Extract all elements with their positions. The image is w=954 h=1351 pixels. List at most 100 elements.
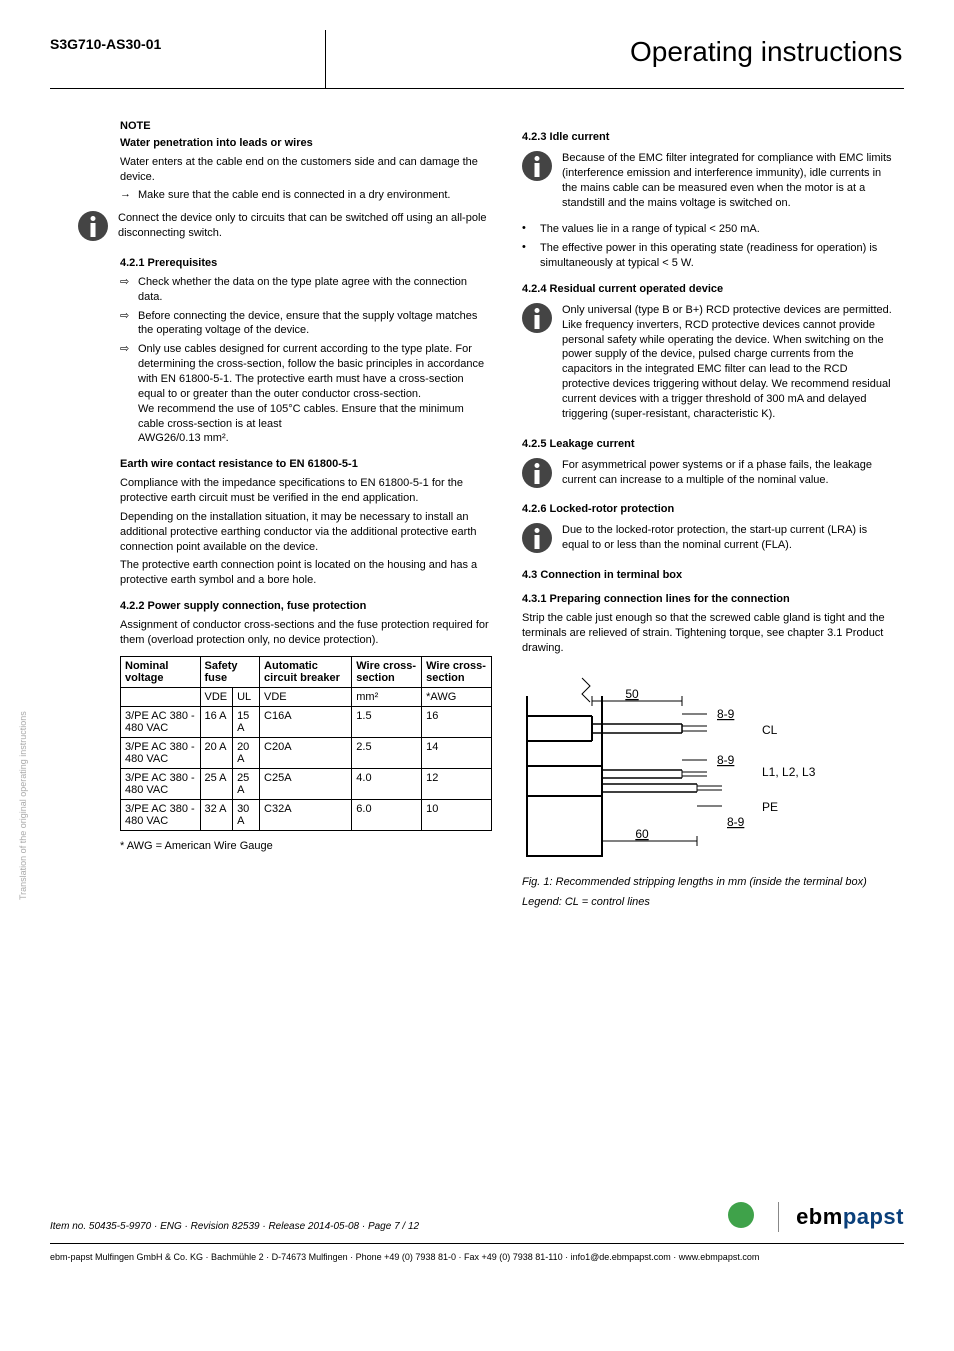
dim-89c: 8-9: [727, 815, 745, 829]
info-row-idle: Because of the EMC filter integrated for…: [522, 151, 894, 214]
green-badge-icon: [728, 1202, 754, 1228]
diagram-svg: 50 8-9 CL 8-9 L1, L2, L3: [522, 666, 842, 866]
earth-title: Earth wire contact resistance to EN 6180…: [120, 458, 492, 470]
s422-body: Assignment of conductor cross-sections a…: [120, 618, 492, 648]
table-row: VDE UL VDE mm² *AWG: [121, 687, 492, 706]
leakage-info-text: For asymmetrical power systems or if a p…: [562, 458, 894, 488]
footer-address: ebm-papst Mulfingen GmbH & Co. KG · Bach…: [50, 1252, 904, 1262]
logo-papst: papst: [843, 1204, 904, 1229]
section-4-2-1: 4.2.1 Prerequisites: [120, 257, 492, 269]
earth-p2: Depending on the installation situation,…: [120, 510, 492, 555]
prereq-item: ⇨ Before connecting the device, ensure t…: [120, 309, 492, 339]
note-body: Water enters at the cable end on the cus…: [120, 155, 492, 185]
dim-60: 60: [635, 827, 649, 841]
bullet-dot-icon: •: [522, 222, 540, 237]
dim-89a: 8-9: [717, 707, 735, 721]
section-4-2-2: 4.2.2 Power supply connection, fuse prot…: [120, 600, 492, 612]
td: 14: [422, 737, 492, 768]
section-4-3-1: 4.3.1 Preparing connection lines for the…: [522, 593, 894, 605]
td: 3/PE AC 380 - 480 VAC: [121, 706, 201, 737]
td: 3/PE AC 380 - 480 VAC: [121, 768, 201, 799]
page-header: S3G710-AS30-01 Operating instructions: [50, 30, 904, 68]
info-connect-text: Connect the device only to circuits that…: [118, 211, 492, 241]
prereq-list: ⇨ Check whether the data on the type pla…: [120, 275, 492, 446]
brand-logo: ebmpapst: [796, 1204, 904, 1230]
td: 32 A: [200, 799, 233, 830]
table-footnote: * AWG = American Wire Gauge: [120, 839, 492, 854]
td: 25 A: [233, 768, 260, 799]
sub-ul: UL: [233, 687, 260, 706]
arrow-hollow-icon: ⇨: [120, 342, 138, 446]
td: C32A: [260, 799, 352, 830]
td: 16: [422, 706, 492, 737]
earth-p3: The protective earth connection point is…: [120, 558, 492, 588]
arrow-item: → Make sure that the cable end is connec…: [120, 188, 492, 203]
td: 2.5: [352, 737, 422, 768]
prereq-text: Check whether the data on the type plate…: [138, 275, 492, 305]
table-row: 3/PE AC 380 - 480 VAC 32 A 30 A C32A 6.0…: [121, 799, 492, 830]
section-4-2-6: 4.2.6 Locked-rotor protection: [522, 503, 894, 515]
figure-caption: Fig. 1: Recommended stripping lengths in…: [522, 875, 894, 890]
locked-info-text: Due to the locked-rotor protection, the …: [562, 523, 894, 553]
page: Translation of the original operating in…: [0, 0, 954, 1290]
info-icon: [522, 303, 552, 333]
td: 20 A: [200, 737, 233, 768]
section-4-2-5: 4.2.5 Leakage current: [522, 438, 894, 450]
dim-89b: 8-9: [717, 753, 735, 767]
prereq3a: Only use cables designed for current acc…: [138, 343, 484, 400]
sub-empty: [121, 687, 201, 706]
table-row: Nominal voltage Safety fuse Automatic ci…: [121, 656, 492, 687]
th-safety: Safety fuse: [200, 656, 260, 687]
td: 30 A: [233, 799, 260, 830]
dim-50: 50: [625, 687, 639, 701]
bullet-text: The effective power in this operating st…: [540, 241, 894, 271]
footer-meta: Item no. 50435-5-9970 · ENG · Revision 8…: [50, 1221, 419, 1232]
sub-awg: *AWG: [422, 687, 492, 706]
td: 3/PE AC 380 - 480 VAC: [121, 737, 201, 768]
fuse-table: Nominal voltage Safety fuse Automatic ci…: [120, 656, 492, 831]
td: 15 A: [233, 706, 260, 737]
bullet-text: The values lie in a range of typical < 2…: [540, 222, 894, 237]
table-row: 3/PE AC 380 - 480 VAC 25 A 25 A C25A 4.0…: [121, 768, 492, 799]
section-4-2-3: 4.2.3 Idle current: [522, 131, 894, 143]
info-icon: [522, 458, 552, 488]
prereq3c: AWG26/0.13 mm².: [138, 432, 229, 444]
bullet-item: • The effective power in this operating …: [522, 241, 894, 271]
prereq-item: ⇨ Only use cables designed for current a…: [120, 342, 492, 446]
arrow-icon: →: [120, 188, 138, 203]
td: 3/PE AC 380 - 480 VAC: [121, 799, 201, 830]
figure-legend: Legend: CL = control lines: [522, 895, 894, 910]
td: 6.0: [352, 799, 422, 830]
td: C25A: [260, 768, 352, 799]
logo-divider: [778, 1202, 779, 1232]
footer-rule: [50, 1243, 904, 1244]
sub-mm2: mm²: [352, 687, 422, 706]
td: 12: [422, 768, 492, 799]
note-label: NOTE: [120, 119, 492, 134]
bullet-item: • The values lie in a range of typical <…: [522, 222, 894, 237]
section-4-3: 4.3 Connection in terminal box: [522, 569, 894, 581]
stripping-diagram: 50 8-9 CL 8-9 L1, L2, L3: [522, 666, 894, 869]
note-subtitle: Water penetration into leads or wires: [120, 136, 492, 151]
document-title: Operating instructions: [590, 30, 902, 68]
td: 4.0: [352, 768, 422, 799]
right-column: 4.2.3 Idle current Because of the EMC fi…: [522, 119, 904, 914]
td: 10: [422, 799, 492, 830]
th-wire2: Wire cross-section: [422, 656, 492, 687]
content-columns: NOTE Water penetration into leads or wir…: [50, 119, 904, 914]
info-icon: [522, 151, 552, 181]
td: 16 A: [200, 706, 233, 737]
side-rotated-text: Translation of the original operating in…: [18, 711, 28, 900]
table-row: 3/PE AC 380 - 480 VAC 16 A 15 A C16A 1.5…: [121, 706, 492, 737]
arrow-text: Make sure that the cable end is connecte…: [138, 188, 492, 203]
rcd-info-text: Only universal (type B or B+) RCD protec…: [562, 303, 894, 422]
sub-vde: VDE: [200, 687, 233, 706]
header-rule: [50, 88, 904, 89]
info-row-connect: Connect the device only to circuits that…: [78, 211, 492, 245]
prereq3b: We recommend the use of 105°C cables. En…: [138, 403, 464, 430]
th-breaker: Automatic circuit breaker: [260, 656, 352, 687]
bullet-dot-icon: •: [522, 241, 540, 271]
table-row: 3/PE AC 380 - 480 VAC 20 A 20 A C20A 2.5…: [121, 737, 492, 768]
note-arrow-list: → Make sure that the cable end is connec…: [120, 188, 492, 203]
arrow-hollow-icon: ⇨: [120, 309, 138, 339]
